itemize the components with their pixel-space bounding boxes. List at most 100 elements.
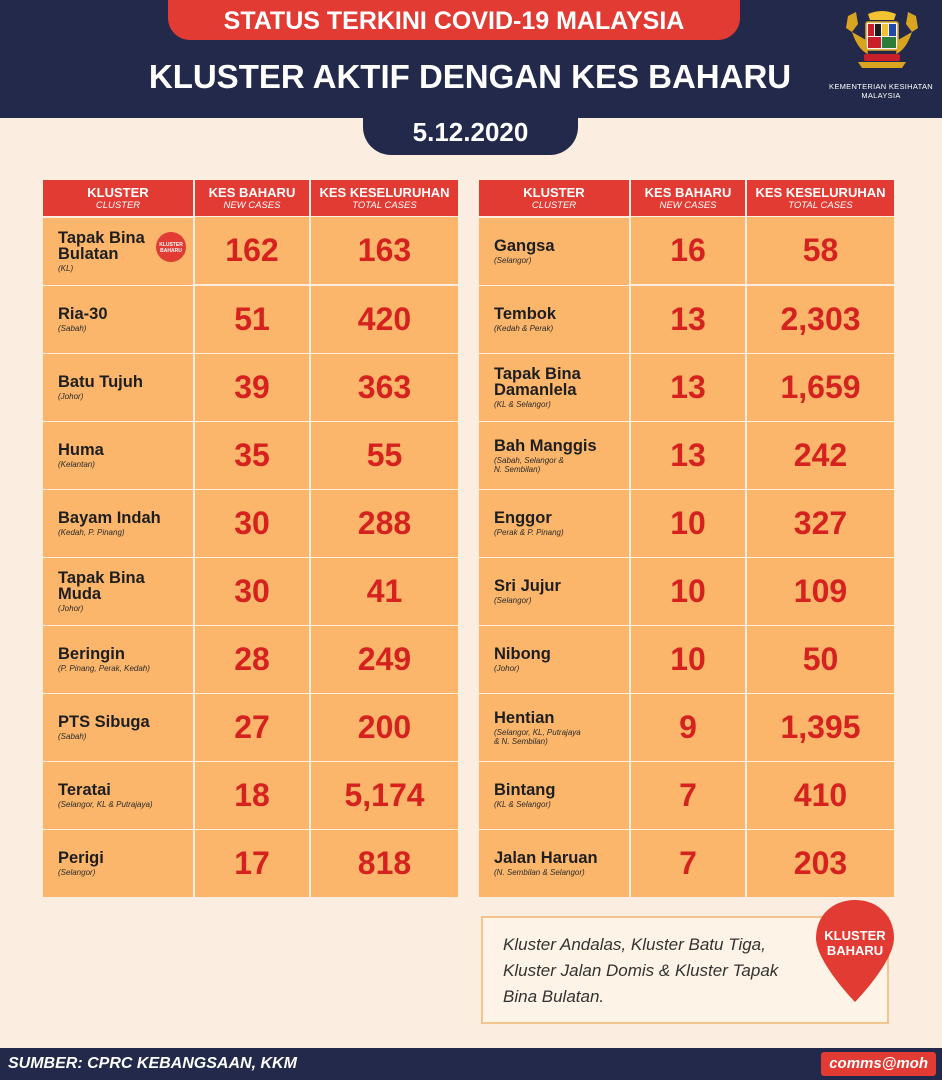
cluster-name-cell: Perigi (Selangor) xyxy=(43,830,193,897)
cluster-name: Ria-30 xyxy=(58,305,108,323)
cluster-name: Gangsa xyxy=(494,237,555,255)
cluster-name: PTS Sibuga xyxy=(58,713,150,731)
column-header-total-cases: KES KESELURUHAN TOTAL CASES xyxy=(747,180,894,216)
new-cases-value: 35 xyxy=(195,422,309,489)
cluster-location: (Johor) xyxy=(494,664,520,673)
cluster-name-cell: Gangsa (Selangor) xyxy=(479,218,629,285)
ministry-line-1: KEMENTERIAN KESIHATAN xyxy=(829,82,933,91)
total-cases-value: 1,395 xyxy=(747,694,894,761)
total-cases-value: 410 xyxy=(747,762,894,829)
cluster-table-left: KLUSTER CLUSTER KES BAHARU NEW CASES KES… xyxy=(43,180,458,897)
cluster-location: (Sabah) xyxy=(58,732,87,741)
cluster-location: (Selangor) xyxy=(58,868,96,877)
column-header-label: KES KESELURUHAN xyxy=(319,184,450,200)
location-pin-icon: KLUSTER BAHARU xyxy=(816,900,894,1002)
new-cases-value: 51 xyxy=(195,286,309,353)
total-cases-value: 41 xyxy=(311,558,458,625)
cluster-name: Bayam Indah xyxy=(58,509,161,527)
cluster-location: (N. Sembilan & Selangor) xyxy=(494,868,585,877)
cluster-name: Perigi xyxy=(58,849,104,867)
column-header-label: KES BAHARU xyxy=(644,184,732,200)
note-text: Kluster Andalas, Kluster Batu Tiga, Klus… xyxy=(503,935,779,1006)
cluster-name: Nibong xyxy=(494,645,551,663)
total-cases-value: 55 xyxy=(311,422,458,489)
cluster-name: Sri Jujur xyxy=(494,577,561,595)
cluster-name-cell: Bintang (KL & Selangor) xyxy=(479,762,629,829)
cluster-name-cell: Tembok (Kedah & Perak) xyxy=(479,286,629,353)
column-header-new-cases: KES BAHARU NEW CASES xyxy=(195,180,309,216)
cluster-location: (KL) xyxy=(58,264,74,273)
column-header-total-cases: KES KESELURUHAN TOTAL CASES xyxy=(311,180,458,216)
column-header-new-cases: KES BAHARU NEW CASES xyxy=(631,180,745,216)
cluster-name-cell: Huma (Kelantan) xyxy=(43,422,193,489)
cluster-name-cell: Batu Tujuh (Johor) xyxy=(43,354,193,421)
cluster-location: (P. Pinang, Perak, Kedah) xyxy=(58,664,150,673)
status-title: STATUS TERKINI COVID-19 MALAYSIA xyxy=(168,0,740,40)
total-cases-value: 818 xyxy=(311,830,458,897)
note-badge-line-2: BAHARU xyxy=(827,943,883,958)
total-cases-value: 1,659 xyxy=(747,354,894,421)
total-cases-value: 58 xyxy=(747,217,894,284)
cluster-location: (KL & Selangor) xyxy=(494,400,551,409)
cluster-name-cell: Nibong (Johor) xyxy=(479,626,629,693)
total-cases-value: 420 xyxy=(311,286,458,353)
column-header-sublabel: NEW CASES xyxy=(223,199,281,211)
new-cases-value: 9 xyxy=(631,694,745,761)
cluster-name: Bah Manggis xyxy=(494,436,597,455)
new-cases-value: 10 xyxy=(631,558,745,625)
cluster-location: (Kedah & Perak) xyxy=(494,324,554,333)
cluster-location: (Johor) xyxy=(58,604,84,613)
cluster-name: Enggor xyxy=(494,509,552,527)
jata-negara-crest-icon xyxy=(846,11,918,68)
total-cases-value: 327 xyxy=(747,490,894,557)
cluster-location: (Selangor, KL, Putrajaya & N. Sembilan) xyxy=(494,727,581,746)
cluster-location: (Perak & P. Pinang) xyxy=(494,528,564,537)
cluster-name: Tapak Bina Damanlela xyxy=(494,365,581,399)
badge-label: BAHARU xyxy=(160,248,182,254)
total-cases-value: 363 xyxy=(311,354,458,421)
column-header-kluster: KLUSTER CLUSTER xyxy=(43,180,193,216)
new-cases-value: 16 xyxy=(631,217,745,284)
cluster-name-cell: Teratai (Selangor, KL & Putrajaya) xyxy=(43,762,193,829)
report-date: 5.12.2020 xyxy=(363,105,578,155)
cluster-name-cell: Hentian (Selangor, KL, Putrajaya & N. Sem… xyxy=(479,694,629,761)
new-cases-value: 13 xyxy=(631,422,745,489)
cluster-table-right: KLUSTER CLUSTER KES BAHARU NEW CASES KES… xyxy=(479,180,894,897)
cluster-location: (Selangor) xyxy=(494,596,532,605)
cluster-name: Beringin xyxy=(58,645,125,663)
total-cases-value: 249 xyxy=(311,626,458,693)
header-bar: STATUS TERKINI COVID-19 MALAYSIA KLUSTER… xyxy=(0,0,942,118)
cluster-name: Bintang xyxy=(494,781,556,799)
cluster-name-cell: Enggor (Perak & P. Pinang) xyxy=(479,490,629,557)
total-cases-value: 163 xyxy=(311,217,458,284)
note-badge-line-1: KLUSTER xyxy=(824,928,886,943)
cluster-name-cell: Bayam Indah (Kedah, P. Pinang) xyxy=(43,490,193,557)
total-cases-value: 2,303 xyxy=(747,286,894,353)
new-cases-value: 18 xyxy=(195,762,309,829)
cluster-name: Batu Tujuh xyxy=(58,373,143,391)
cluster-name-cell: PTS Sibuga (Sabah) xyxy=(43,694,193,761)
column-header-label: KLUSTER xyxy=(87,184,149,200)
cluster-name: Tapak Bina Muda xyxy=(58,569,145,603)
cluster-location: (Kedah, P. Pinang) xyxy=(58,528,125,537)
new-cases-value: 10 xyxy=(631,626,745,693)
new-cases-value: 7 xyxy=(631,830,745,897)
cluster-name-cell: Beringin (P. Pinang, Perak, Kedah) xyxy=(43,626,193,693)
total-cases-value: 203 xyxy=(747,830,894,897)
cluster-location: (Kelantan) xyxy=(58,460,95,469)
total-cases-value: 109 xyxy=(747,558,894,625)
cluster-name-cell: Tapak Bina Damanlela (KL & Selangor) xyxy=(479,354,629,421)
column-header-sublabel: TOTAL CASES xyxy=(352,199,417,211)
source-credit: SUMBER: CPRC KEBANGSAAN, KKM xyxy=(8,1055,297,1072)
cluster-name-cell: Sri Jujur (Selangor) xyxy=(479,558,629,625)
new-cases-value: 162 xyxy=(195,217,309,284)
cluster-name: Teratai xyxy=(58,781,111,799)
cluster-location: (KL & Selangor) xyxy=(494,800,551,809)
footer-bar: SUMBER: CPRC KEBANGSAAN, KKM comms@moh xyxy=(0,1048,942,1080)
cluster-name-cell: Ria-30 (Sabah) xyxy=(43,286,193,353)
page-headline: KLUSTER AKTIF DENGAN KES BAHARU xyxy=(148,58,792,95)
new-cases-value: 39 xyxy=(195,354,309,421)
new-cases-value: 27 xyxy=(195,694,309,761)
ministry-line-2: MALAYSIA xyxy=(861,91,901,100)
column-header-label: KES BAHARU xyxy=(208,184,296,200)
